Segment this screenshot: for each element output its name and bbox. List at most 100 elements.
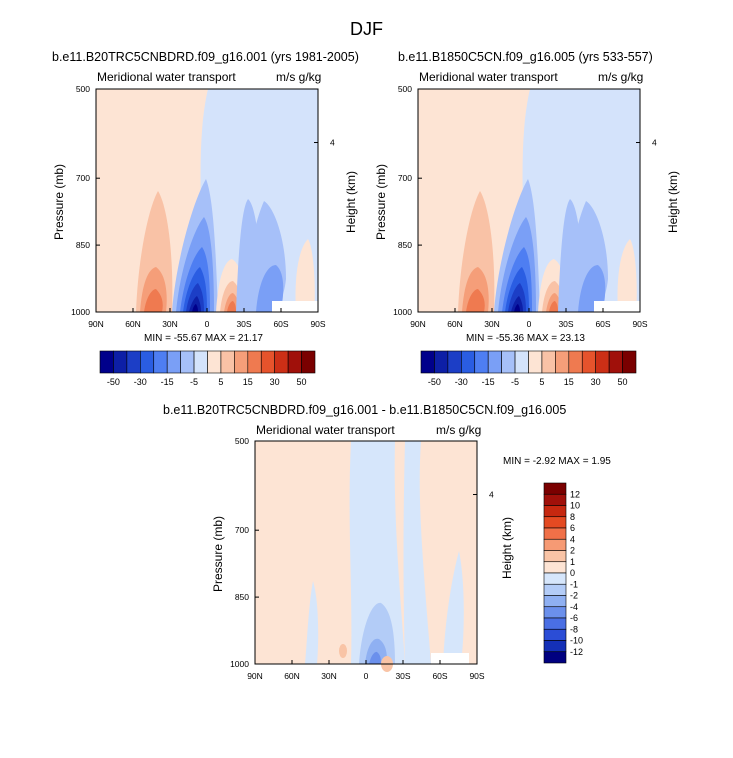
panel-1-colorbar-box <box>220 350 235 374</box>
panel-1-field: 90N 60N 30N 0 30S 60S 90S 500 700 850 1000 4 <box>71 84 335 329</box>
panel-1-sh-positive-peak <box>227 301 236 312</box>
panel-3-colorbar-box <box>543 538 567 551</box>
panel-2-colorbar-box <box>501 350 516 374</box>
panel-3-ytick-label: 850 <box>235 592 249 602</box>
panel-1-colorbar-box <box>180 350 195 374</box>
panel-2-colorbar-label: 30 <box>591 377 601 387</box>
panel-2-tropical-negative-ring5 <box>511 296 523 312</box>
panel-3-topography-mask <box>431 653 469 664</box>
panel-2-colorbar-label: -30 <box>455 377 468 387</box>
panel-2-colorbar-box <box>474 350 489 374</box>
panel-3-ylabel-right: Height (km) <box>500 517 514 580</box>
panel-1-colorbar-label: -15 <box>161 377 174 387</box>
panel-1-ytick-label: 700 <box>76 173 90 183</box>
panel-3-colorbar-label: -12 <box>570 647 583 657</box>
panel-3-xtick-label: 0 <box>364 671 369 681</box>
panel-2-ylabel-right: Height (km) <box>666 171 680 234</box>
panel-2-xtick-label: 0 <box>527 319 532 329</box>
panel-3-colorbar-label: 12 <box>570 489 580 499</box>
panel-2-xtick-label: 90S <box>632 319 647 329</box>
panel-3-colorbar-box <box>543 482 567 495</box>
panel-1-tropical-negative-peak <box>192 304 198 312</box>
panel-3-xtick-label: 30S <box>395 671 410 681</box>
panel-1-colorbar-label: -30 <box>134 377 147 387</box>
panel-2-colorbar-box <box>608 350 623 374</box>
panel-3-colorbar-label: 2 <box>570 546 575 556</box>
panel-1-ylabel: Pressure (mb) <box>52 164 66 241</box>
panel-2-units: m/s g/kg <box>598 70 644 84</box>
panel-1-colorbar-box <box>166 350 181 374</box>
panel-2-colorbar-box <box>461 350 476 374</box>
panel-1-colorbar-box <box>274 350 289 374</box>
panel-3-colorbar-label: 4 <box>570 534 575 544</box>
panel-3-colorbar-box <box>543 606 567 619</box>
panel-3-tropical-negative-peak <box>365 638 387 664</box>
panel-1-plot: 90N 60N 30N 0 30S 60S 90S 500 700 850 1000 4 <box>71 84 335 329</box>
panel-1-ytick-label: 1000 <box>71 307 90 317</box>
panel-1-colorbar-label: 50 <box>297 377 307 387</box>
panel-1-colorbar-box <box>140 350 155 374</box>
panel-3-subtitle: Meridional water transport <box>256 423 395 437</box>
panel-1-colorbar-label: 5 <box>218 377 223 387</box>
panel-1-xtick-label: 30S <box>236 319 251 329</box>
panel-2-field: 90N 60N 30N 0 30S 60S 90S 500 700 850 1000 4 <box>393 84 657 329</box>
panel-2-colorbar-box <box>434 350 449 374</box>
panel-3-xtick-label: 90N <box>247 671 263 681</box>
panel-2-sh-positive-peak <box>549 301 558 312</box>
panel-3-colorbar-label: 6 <box>570 523 575 533</box>
panel-2-topography-mask <box>594 301 640 312</box>
panel-3-colorbar-label: 10 <box>570 501 580 511</box>
panel-3-colorbar-box <box>543 505 567 518</box>
panel-2-colorbar-box <box>595 350 610 374</box>
panel-3-colorbar-box <box>543 640 567 653</box>
panel-2-ytick-label: 700 <box>398 173 412 183</box>
panel-1-nh-positive-peak <box>144 289 163 312</box>
panel-3-colorbar-box <box>543 527 567 540</box>
panel-3-colorbar-label: 8 <box>570 512 575 522</box>
panel-1-title: b.e11.B20TRC5CNBDRD.f09_g16.001 (yrs 198… <box>52 50 359 64</box>
panel-3-colorbar-label: 0 <box>570 568 575 578</box>
panel-2-colorbar-box <box>622 350 637 374</box>
panel-2-xtick-label: 90N <box>410 319 426 329</box>
panel-3-minmax: MIN = -2.92 MAX = 1.95 <box>503 456 611 467</box>
panel-1-colorbar-box <box>99 350 114 374</box>
panel-1-ytick-label: 850 <box>76 240 90 250</box>
panel-1-tropical-negative-ring5 <box>189 296 201 312</box>
panel-3-ytick-label: 1000 <box>230 659 249 669</box>
panel-1-colorbar-box <box>247 350 262 374</box>
panel-1-colorbar-label: 15 <box>243 377 253 387</box>
panel-2-ytick-label: 500 <box>398 84 412 94</box>
panel-2-contours <box>418 89 640 312</box>
panel-1-polar-positive <box>295 239 315 312</box>
panel-1-colorbar-box <box>126 350 141 374</box>
panel-2-xtick-label: 30N <box>484 319 500 329</box>
panel-3-colorbar-box <box>543 595 567 608</box>
panel-2-colorbar-label: -5 <box>511 377 519 387</box>
panel-1-yrtick-label: 4 <box>330 138 335 148</box>
panel-3-colorbar-label: -4 <box>570 602 578 612</box>
panel-2-plot: 90N 60N 30N 0 30S 60S 90S 500 700 850 1000 4 <box>393 84 657 329</box>
panel-1-colorbar-label: -50 <box>107 377 120 387</box>
panel-2-title: b.e11.B1850C5CN.f09_g16.005 (yrs 533-557… <box>398 50 653 64</box>
panel-1-colorbar-box <box>113 350 128 374</box>
panel-3-nh-positive-blob <box>339 644 347 658</box>
panel-3-xtick-label: 60N <box>284 671 300 681</box>
panel-2-colorbar-label: 5 <box>539 377 544 387</box>
panel-2-colorbar-label: 15 <box>564 377 574 387</box>
panel-2-colorbar-box <box>568 350 583 374</box>
panel-3-colorbar-box <box>543 561 567 574</box>
panel-3-xtick-label: 90S <box>469 671 484 681</box>
panel-1-xtick-label: 90S <box>310 319 325 329</box>
panel-3-tropical-negative-max <box>369 651 381 664</box>
panel-1-colorbar: -50 -30 -15 -5 5 15 30 50 <box>99 350 316 387</box>
panel-2-colorbar-box <box>541 350 556 374</box>
panel-2-ylabel: Pressure (mb) <box>374 164 388 241</box>
panel-1-negative-background <box>200 89 318 312</box>
panel-2-negative-background <box>522 89 640 312</box>
panel-1-xtick-label: 0 <box>205 319 210 329</box>
panel-2-colorbar-box <box>514 350 529 374</box>
panel-3-xtick-label: 30N <box>321 671 337 681</box>
panel-1-colorbar-box <box>287 350 302 374</box>
panel-1-colorbar-box <box>193 350 208 374</box>
